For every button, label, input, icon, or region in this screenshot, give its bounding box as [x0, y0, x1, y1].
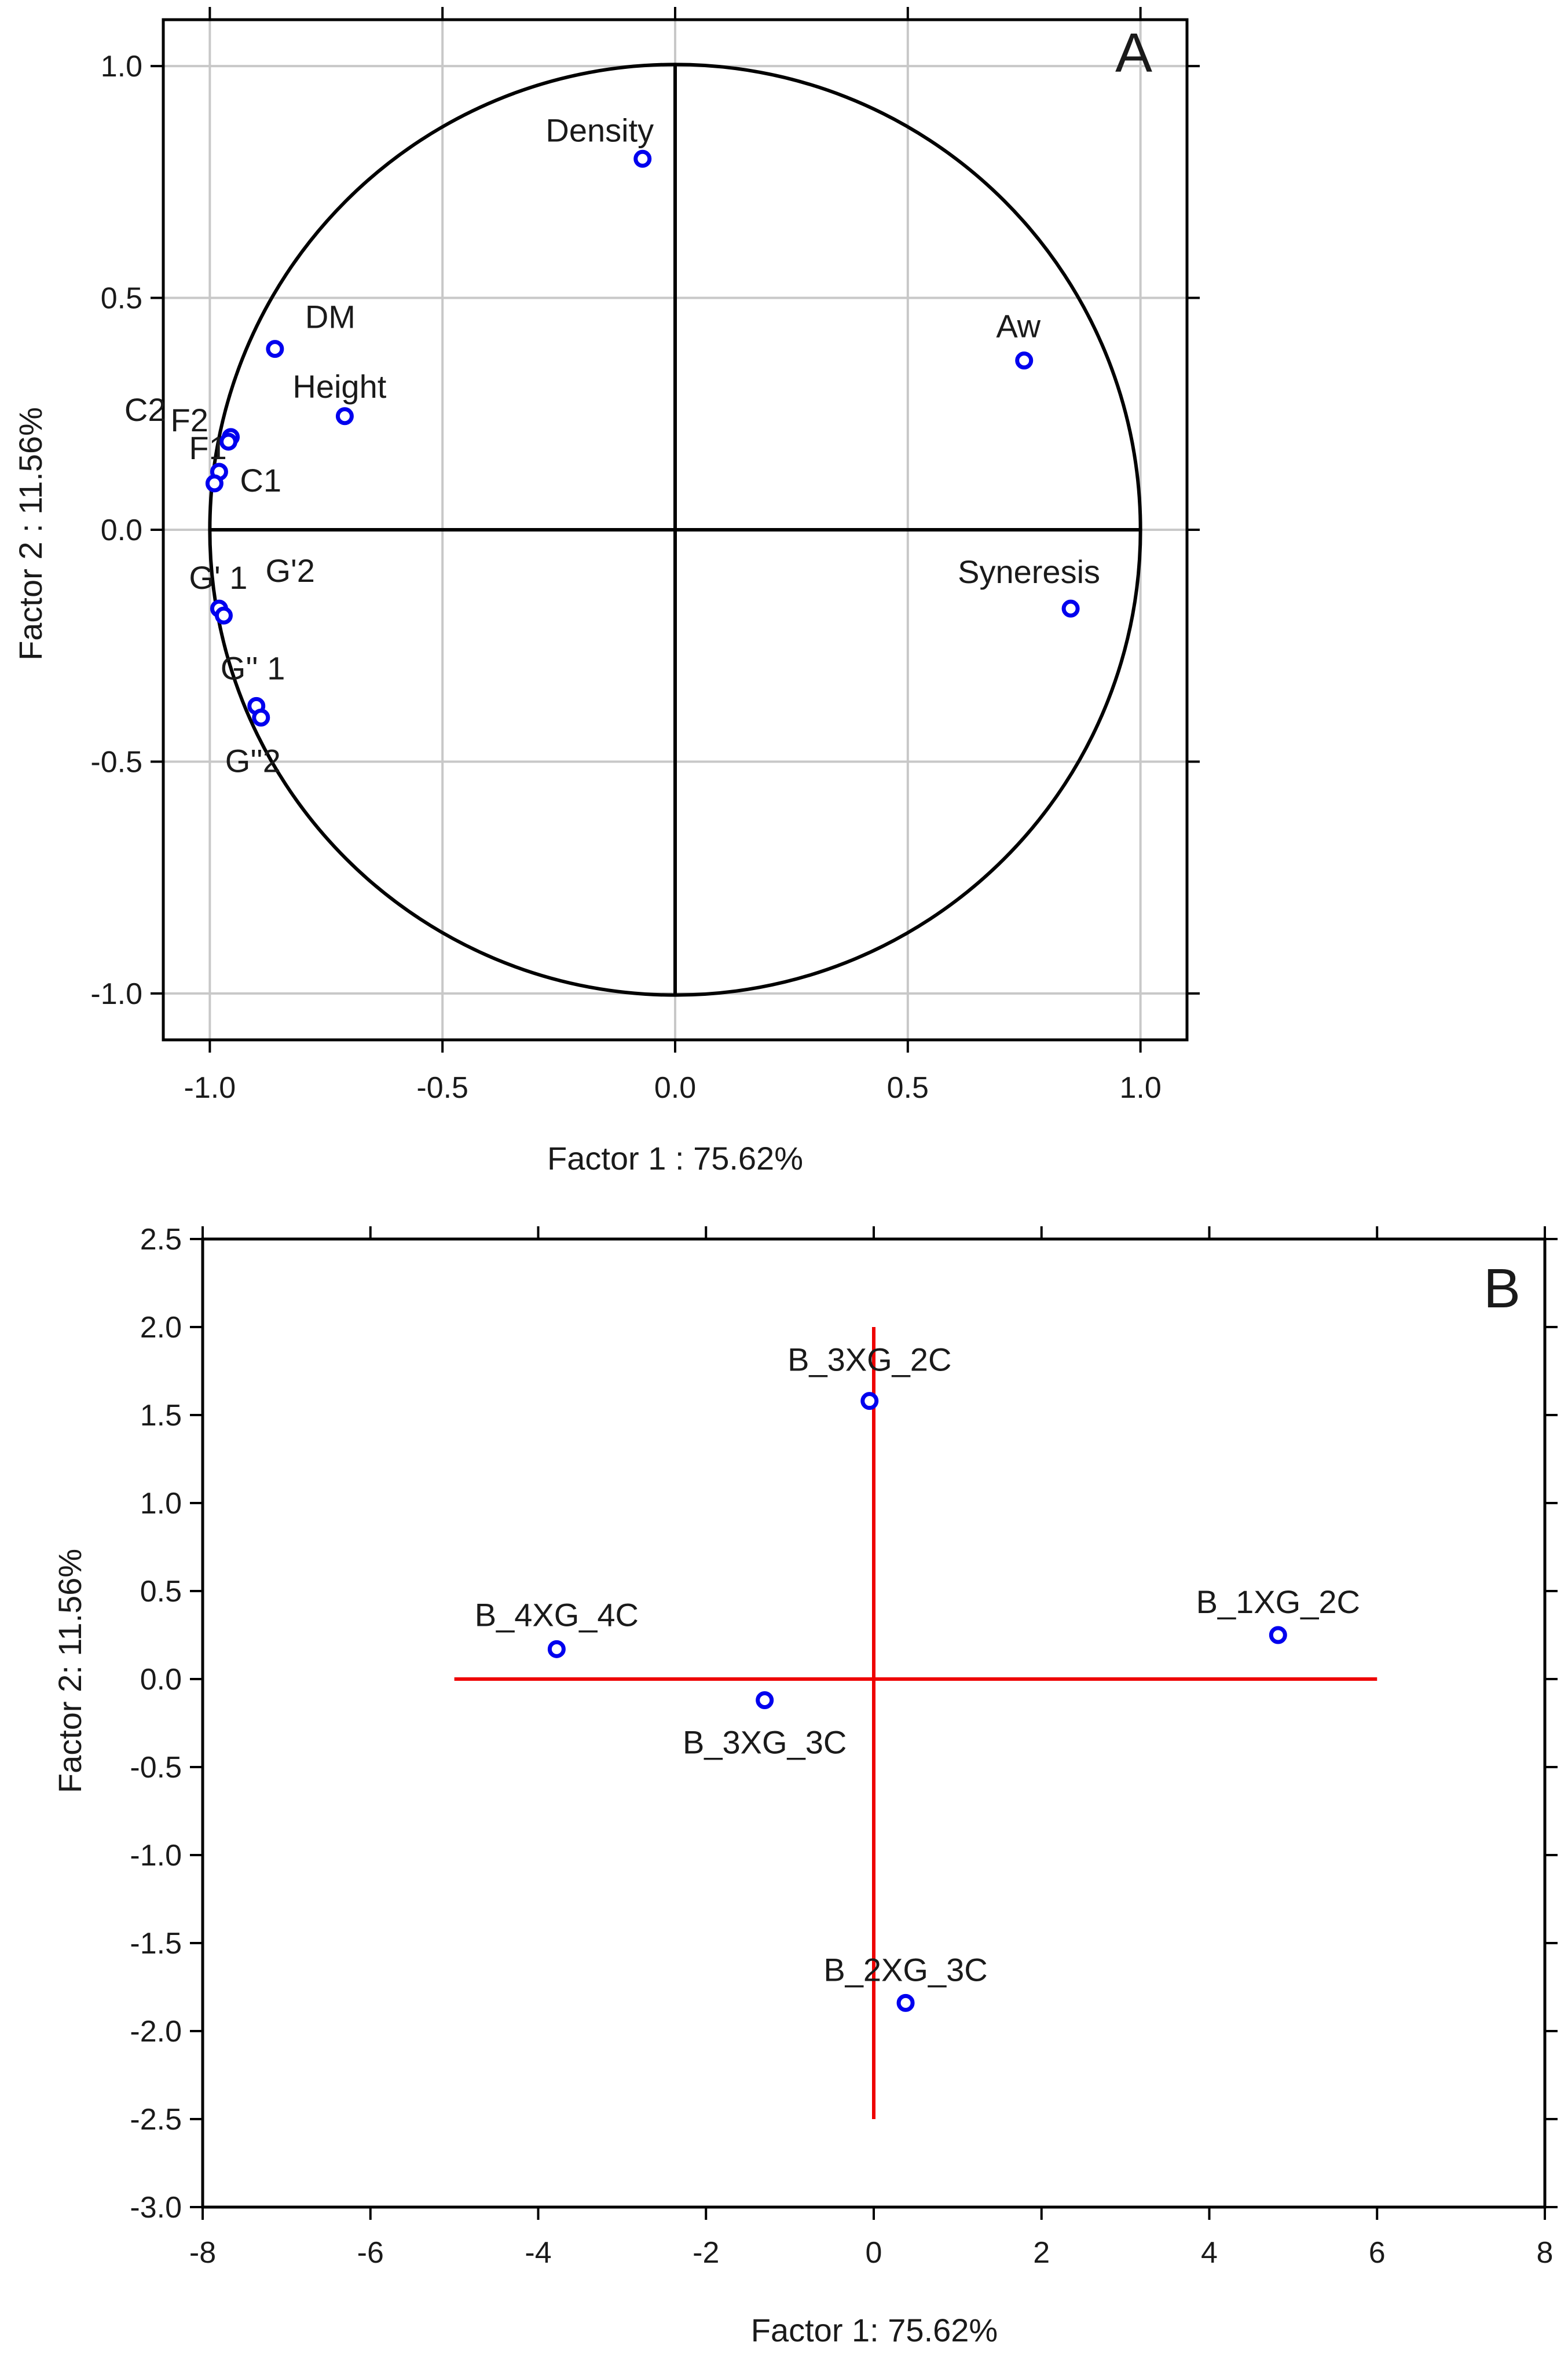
data-point-label: Aw	[996, 308, 1041, 344]
data-point-label: B_2XG_3C	[823, 1951, 987, 1988]
y-tick-label: 2.5	[140, 1223, 182, 1256]
data-point-label: F1	[189, 430, 226, 466]
data-point	[1015, 351, 1034, 370]
y-tick-label: -1.5	[130, 1927, 182, 1960]
y-tick-label: -0.5	[90, 745, 142, 779]
data-point	[335, 407, 354, 426]
data-point-label: G'2	[265, 552, 314, 589]
x-tick-label: 0.5	[887, 1071, 929, 1105]
y-tick-label: -2.5	[130, 2103, 182, 2136]
y-tick-label: -1.0	[90, 977, 142, 1011]
data-point	[633, 149, 652, 168]
data-point	[214, 606, 233, 625]
data-point-label: Syneresis	[958, 554, 1100, 590]
x-tick-label: 1.0	[1119, 1071, 1161, 1105]
x-axis-title: Factor 1: 75.62%	[751, 2312, 998, 2348]
x-tick-label: -6	[357, 2236, 384, 2270]
data-point-label: F2	[171, 402, 208, 438]
data-point-label: B_1XG_2C	[1196, 1584, 1360, 1620]
x-tick-label: -8	[189, 2236, 216, 2270]
x-tick-label: -2	[693, 2236, 719, 2270]
y-tick-label: 0.0	[140, 1663, 182, 1696]
y-tick-label: -0.5	[130, 1751, 182, 1784]
panel-letter-b: B	[1483, 1258, 1521, 1320]
data-point	[219, 433, 238, 451]
x-tick-label: -0.5	[416, 1071, 468, 1105]
panel-b: -8 -6 -4 -2 0 2 4 6 8 -3.0 -2.5 -2.0 -1.5 -1.0 -0.5 0.0…	[52, 1223, 1558, 2348]
y-tick-label: -1.0	[130, 1839, 182, 1872]
panel-a: -1.0 -0.5 0.0 0.5 1.0 -1.0 -0.5 0.0 0.5 1.0 Factor…	[12, 7, 1200, 1176]
y-tick-label: 1.0	[101, 50, 142, 83]
data-point-label: DM	[305, 299, 356, 335]
y-axis-title: Factor 2 : 11.56%	[12, 407, 49, 661]
x-tick-label: 2	[1033, 2236, 1050, 2270]
data-point-label: G' 1	[189, 559, 247, 596]
data-point-label: G'' 1	[221, 650, 285, 686]
panel-letter-a: A	[1115, 22, 1152, 84]
data-point	[896, 1993, 915, 2012]
y-tick-label: 0.0	[101, 514, 142, 547]
data-point-label: B_4XG_4C	[475, 1596, 639, 1633]
y-tick-label: 1.5	[140, 1399, 182, 1432]
data-point	[252, 708, 270, 727]
y-tick-label: 2.0	[140, 1311, 182, 1344]
x-axis-title: Factor 1 : 75.62%	[547, 1140, 803, 1176]
data-point	[1061, 599, 1080, 618]
y-axis-title: Factor 2: 11.56%	[52, 1549, 88, 1793]
y-tick-label: -3.0	[130, 2191, 182, 2224]
data-point	[547, 1640, 566, 1658]
y-tick-label: 1.0	[140, 1487, 182, 1520]
y-tick-label: 0.5	[101, 282, 142, 316]
x-tick-label: -1.0	[184, 1071, 236, 1105]
x-tick-label: -4	[525, 2236, 551, 2270]
data-point-label: B_3XG_2C	[787, 1342, 951, 1378]
data-point	[756, 1691, 774, 1709]
y-tick-label: 0.5	[140, 1575, 182, 1608]
data-point	[205, 474, 224, 493]
x-tick-label: 0.0	[654, 1071, 696, 1105]
data-point-label: Height	[292, 368, 386, 405]
x-tick-label: 8	[1537, 2236, 1554, 2270]
data-point-label: B_3XG_3C	[683, 1724, 847, 1760]
data-point	[266, 340, 284, 358]
data-point	[860, 1392, 879, 1410]
data-point-label: G''2	[225, 742, 281, 779]
data-point-label: Density	[545, 112, 654, 148]
data-point-label: C2	[124, 391, 166, 428]
y-tick-label: -2.0	[130, 2015, 182, 2048]
x-tick-label: 4	[1201, 2236, 1218, 2270]
x-tick-label: 6	[1369, 2236, 1386, 2270]
data-point	[1269, 1626, 1287, 1644]
x-tick-label: 0	[866, 2236, 882, 2270]
data-point-label: C1	[240, 462, 281, 499]
